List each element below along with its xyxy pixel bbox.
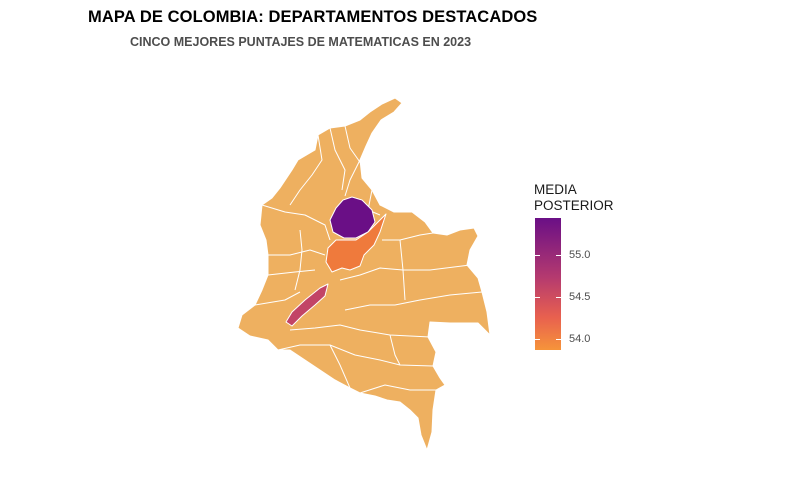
dept-border [268,249,326,256]
map-title: MAPA DE COLOMBIA: DEPARTAMENTOS DESTACAD… [88,8,538,26]
dept-border [294,229,303,291]
legend-title: MEDIA POSTERIOR [534,182,614,214]
dept-border [329,127,346,191]
legend-tick-label: 54.0 [569,333,591,345]
dept-border [344,159,361,197]
legend-title-line1: MEDIA [534,182,577,197]
legend-color-bar [535,218,561,350]
legend-tick-label: 54.5 [569,291,591,303]
dept-border [344,291,483,311]
dept-border [254,291,301,306]
legend-title-line2: POSTERIOR [534,198,614,213]
legend-tick-label: 55.0 [569,249,591,261]
dept-highlight-mid [285,283,329,327]
dept-border [289,324,431,338]
dept-highlight-highest [329,196,376,239]
dept-border [359,384,436,394]
dept-border [289,134,323,206]
dept-border [389,334,401,366]
dept-border [267,269,316,276]
dept-border [382,232,434,241]
dept-border [344,125,363,166]
dept-border [329,344,351,389]
map-subtitle: CINCO MEJORES PUNTAJES DE MATEMATICAS EN… [130,35,472,49]
dept-highlight-lower-a [325,213,387,273]
dept-border [339,264,471,281]
dept-border [261,204,331,241]
